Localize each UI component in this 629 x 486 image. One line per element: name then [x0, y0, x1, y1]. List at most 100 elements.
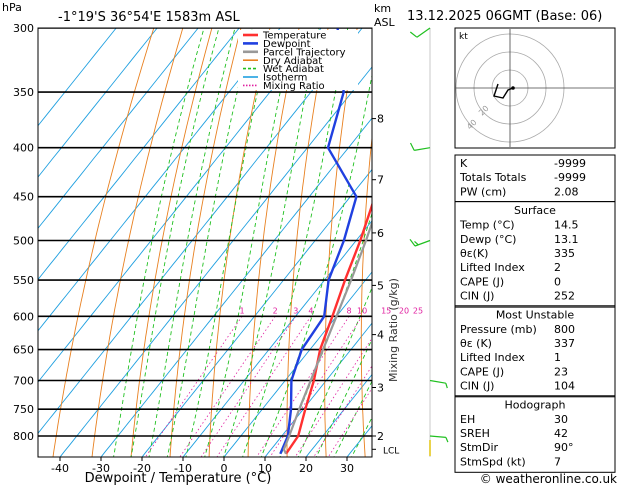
surface-label: Dewp (°C) [460, 233, 516, 246]
index-value: 2.08 [554, 185, 579, 198]
skewt-plot: 1 2 3 4 8 10 15 20 25 30035040045050055060065070… [13, 14, 629, 486]
index-label: K [460, 157, 468, 170]
mixing-ratio-label: 10 [357, 306, 367, 315]
height-tick-label: LCL [383, 446, 399, 456]
temperature-tick-label: 20 [299, 462, 313, 475]
profile-parcel-trajectory [282, 219, 372, 455]
most-unstable-label: Lifted Index [460, 351, 525, 364]
pressure-tick-label: 700 [13, 375, 34, 388]
hodograph-stats-label: StmSpd (kt) [460, 455, 526, 468]
location-title: -1°19'S 36°54'E 1583m ASL [58, 10, 240, 25]
index-value: -9999 [554, 157, 586, 170]
surface-label: Temp (°C) [459, 219, 515, 232]
height-tick-label: 6 [377, 227, 384, 240]
legend-label: Dewpoint [263, 39, 311, 50]
most-unstable-value: 104 [554, 380, 575, 393]
wet-adiabat-line [185, 28, 273, 457]
dry-adiabat-line [619, 14, 629, 461]
isotherm-line [100, 117, 372, 457]
surface-value: 252 [554, 290, 575, 303]
wind-barb-feather [409, 238, 416, 247]
dry-adiabat-line [169, 28, 242, 457]
surface-title: Surface [514, 204, 556, 217]
index-label: Totals Totals [459, 171, 527, 184]
background-lines [38, 14, 629, 461]
legend-label: Parcel Trajectory [263, 47, 346, 58]
isotherm-line [223, 271, 372, 457]
dry-adiabat-line [431, 14, 446, 461]
wet-adiabat-line [204, 28, 295, 457]
mixing-ratio-axis-title: Mixing Ratio (g/kg) [387, 278, 400, 382]
mixing-ratio-label: 3 [293, 306, 298, 315]
dry-adiabat-line [52, 28, 155, 457]
isobars [38, 28, 372, 437]
hodograph-stats-frame [454, 395, 616, 473]
wind-barb-feather [445, 437, 449, 443]
pressure-tick-label: 400 [13, 142, 34, 155]
legend-label: Isotherm [263, 73, 307, 84]
wind-barb-feather [409, 142, 415, 151]
legend-label: Temperature [262, 31, 326, 42]
wind-barb [409, 27, 431, 38]
surface-value: 2 [554, 261, 561, 274]
isotherm-line [182, 220, 372, 457]
most-unstable-value: 23 [554, 365, 568, 378]
datetime-title: 13.12.2025 06GMT (Base: 06) [407, 9, 602, 24]
hodograph-stats-label: SREH [460, 427, 490, 440]
pressure-tick-label: 650 [13, 344, 34, 357]
most-unstable-label: θε (K) [460, 337, 492, 350]
most-unstable-value: 1 [554, 351, 561, 364]
isotherm-line [38, 28, 281, 332]
height-tick-label: 8 [377, 113, 384, 126]
dry-adiabat-line [286, 28, 329, 457]
mixing-ratio-line [256, 316, 350, 457]
hodograph-stats-value: 42 [554, 427, 568, 440]
surface-value: 13.1 [554, 233, 579, 246]
index-label: PW (cm) [460, 185, 506, 198]
mixing-ratio-line [269, 316, 363, 457]
hodograph-stats-title: Hodograph [505, 398, 566, 411]
hodograph-panel: kt 20 40 [454, 27, 616, 149]
wind-barb-staff [429, 379, 446, 384]
mixing-ratio-label: 1 [239, 306, 244, 315]
legend-label: Mixing Ratio [263, 81, 325, 92]
surface-label: Lifted Index [460, 261, 525, 274]
most-unstable-label: Pressure (mb) [460, 323, 537, 336]
mixing-ratio-label: 20 [399, 306, 409, 315]
pressure-tick-label: 750 [13, 403, 34, 416]
wet-adiabat-line [297, 286, 372, 457]
isotherm-line [59, 66, 372, 457]
most-unstable-title: Most Unstable [496, 308, 575, 321]
temperature-tick-label: -10 [174, 462, 192, 475]
pressure-tick-label: 350 [13, 86, 34, 99]
hodograph-stats-label: StmDir [460, 441, 499, 454]
pressure-axis: 300 350 400 450 500 550 600 650 700 750 800 [13, 22, 34, 443]
height-tick-label: 4 [377, 329, 384, 342]
surface-label: CIN (J) [460, 290, 494, 303]
legend-label: Wet Adiabat [263, 64, 324, 75]
surface-label: θε(K) [460, 247, 488, 260]
storm-motion-marker [511, 86, 515, 90]
height-tick-label: 3 [377, 382, 384, 395]
isotherm-line [38, 28, 363, 434]
height-tick-label: 5 [377, 279, 384, 292]
pressure-tick-label: 450 [13, 191, 34, 204]
hodograph-stats-value: 90° [554, 441, 574, 454]
temperature-axis: -40 -30 -20 -10 0 10 20 30 [51, 457, 354, 475]
isotherm-line [141, 168, 372, 457]
hodograph-trace [493, 83, 514, 99]
pressure-tick-label: 300 [13, 22, 34, 35]
wind-barb [429, 435, 449, 443]
wet-adiabat-line [130, 28, 220, 457]
mixing-ratio-line [216, 316, 312, 457]
index-value: -9999 [554, 171, 586, 184]
temperature-tick-label: 10 [258, 462, 272, 475]
surface-frame [454, 201, 616, 308]
most-unstable-frame [454, 305, 616, 398]
most-unstable-value: 337 [554, 337, 575, 350]
copyright-footer: © weatheronline.co.uk [480, 472, 617, 486]
km-unit-label: km [374, 2, 391, 15]
profile-lines [279, 28, 372, 455]
indices-table: K -9999 Totals Totals -9999 PW (cm) 2.08 Surfa… [454, 154, 616, 473]
